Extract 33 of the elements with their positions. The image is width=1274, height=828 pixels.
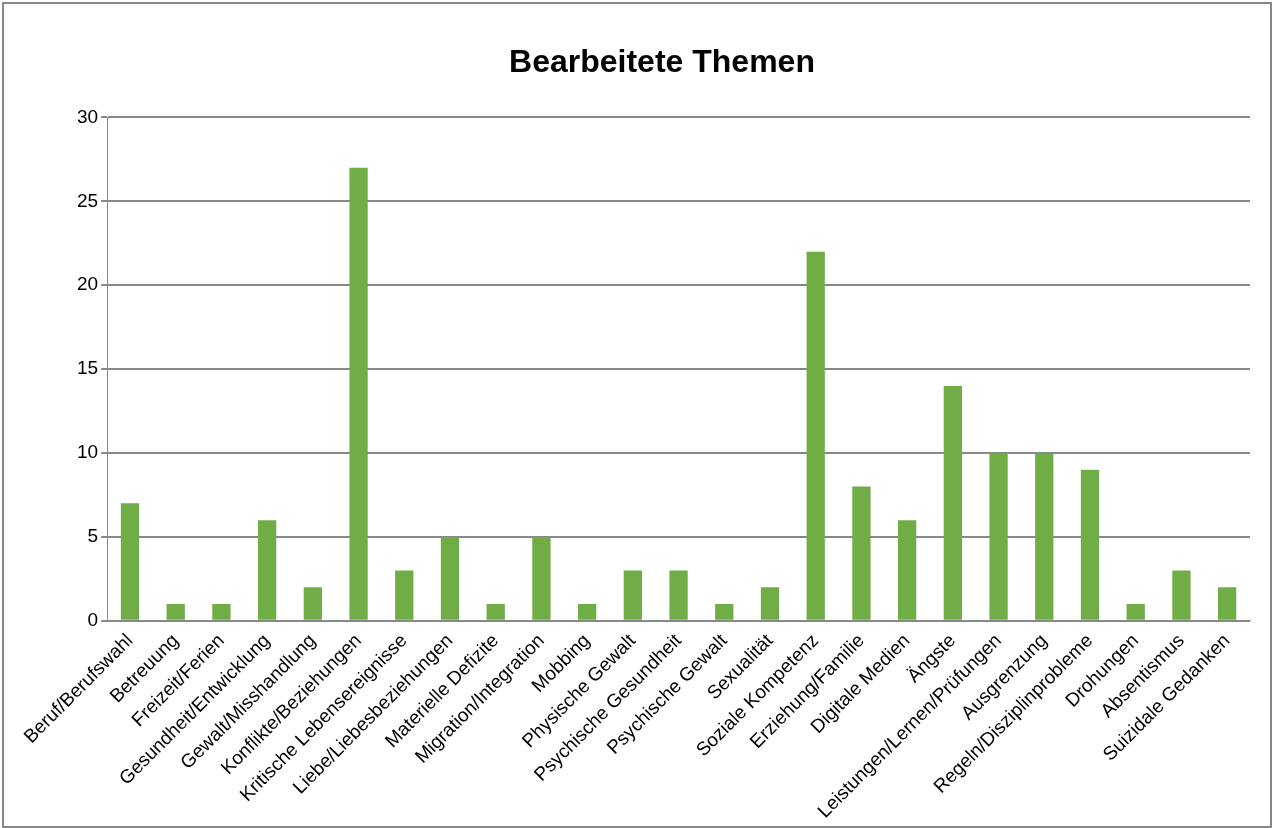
bar: [532, 536, 551, 620]
y-tick-label: 10: [76, 441, 99, 463]
bar: [715, 604, 734, 620]
bar: [898, 520, 917, 620]
bar: [486, 604, 505, 620]
bar: [943, 385, 962, 620]
bar: [303, 587, 322, 620]
bar: [440, 536, 460, 620]
y-tick-label: 25: [76, 189, 99, 211]
y-tick-label: 20: [76, 273, 99, 295]
y-tick-label: 15: [76, 357, 99, 379]
bar: [212, 604, 231, 620]
bar: [623, 570, 642, 620]
bar: [989, 453, 1008, 620]
bar: [1126, 604, 1145, 620]
bar: [1080, 469, 1100, 620]
y-tick-label: 5: [87, 525, 99, 547]
bar: [257, 520, 277, 620]
bar: [1218, 587, 1237, 620]
bar: [1172, 570, 1191, 620]
bar: [852, 486, 871, 620]
bar: [669, 570, 688, 620]
bar: [806, 251, 825, 620]
bar: [349, 167, 368, 620]
bar: [166, 604, 185, 620]
bar: [760, 587, 780, 620]
y-tick-label: 0: [87, 609, 99, 631]
bar: [1035, 453, 1054, 620]
chart-title: Bearbeitete Themen: [509, 43, 815, 80]
y-tick-label: 30: [76, 105, 99, 127]
bar: [578, 604, 597, 620]
bar: [120, 503, 140, 620]
bar: [395, 570, 414, 620]
